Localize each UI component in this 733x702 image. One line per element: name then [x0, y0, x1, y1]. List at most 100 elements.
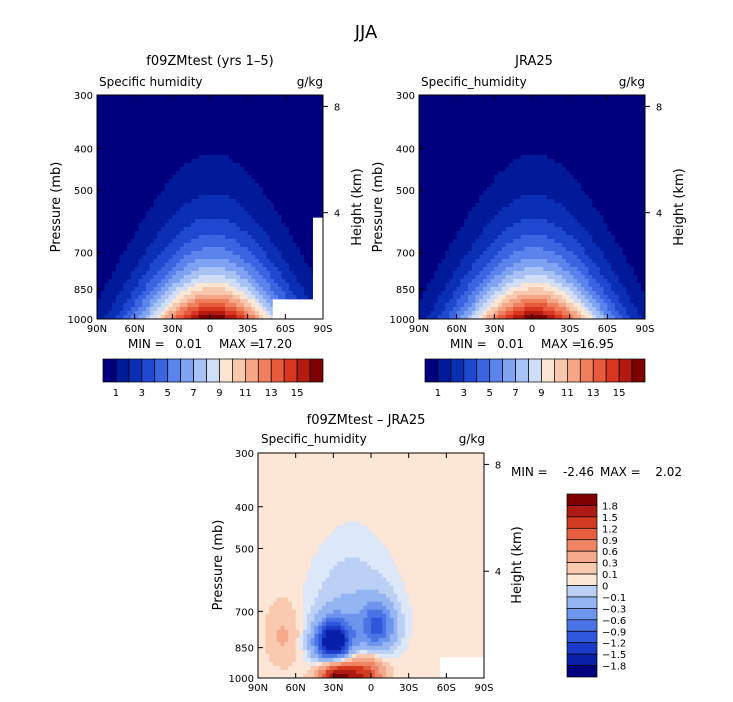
field-cell [206, 223, 211, 228]
field-cell [289, 143, 294, 148]
field-cell [274, 227, 279, 232]
field-cell [164, 167, 170, 172]
field-cell [266, 231, 271, 236]
field-cell [490, 99, 495, 104]
field-cell [130, 163, 136, 168]
field-cell [486, 287, 492, 292]
field-cell [142, 131, 147, 136]
field-cell [119, 295, 124, 300]
field-cell [198, 171, 204, 176]
field-cell [127, 135, 132, 140]
field-cell [483, 215, 488, 220]
field-cell [467, 171, 473, 176]
field-cell [157, 139, 162, 144]
field-cell [240, 255, 245, 260]
field-cell [437, 215, 443, 220]
field-cell [467, 299, 473, 304]
field-cell [262, 283, 268, 288]
field-cell [258, 127, 264, 132]
field-cell [240, 279, 245, 284]
field-cell [513, 311, 518, 316]
field-cell [490, 279, 495, 284]
field-cell [168, 171, 173, 176]
field-cell [228, 255, 234, 260]
field-cell [127, 259, 132, 264]
field-cell [164, 199, 170, 204]
field-cell [281, 127, 286, 132]
field-cell [240, 239, 245, 244]
field-cell [168, 211, 173, 216]
field-cell [449, 99, 454, 104]
field-cell [494, 247, 499, 252]
field-cell [187, 255, 192, 260]
field-cell [258, 231, 264, 236]
field-cell [112, 263, 117, 268]
field-cell [187, 283, 192, 288]
field-cell [490, 223, 495, 228]
field-cell [479, 179, 484, 184]
field-cell [240, 187, 245, 192]
field-cell [149, 147, 155, 152]
field-cell [130, 215, 136, 220]
field-cell [251, 271, 256, 276]
field-cell [426, 179, 431, 184]
field-cell [262, 231, 268, 236]
field-cell [501, 299, 507, 304]
field-cell [258, 291, 264, 296]
field-cell [434, 159, 439, 164]
field-cell [422, 159, 428, 164]
field-cell [251, 115, 256, 120]
field-cell [202, 311, 207, 316]
field-cell [153, 299, 158, 304]
field-cell [300, 183, 305, 188]
field-cell [210, 263, 215, 268]
field-cell [145, 155, 151, 160]
field-cell [434, 135, 439, 140]
field-cell [123, 131, 128, 136]
field-cell [251, 223, 256, 228]
field-cell [434, 231, 439, 236]
field-cell [266, 119, 271, 124]
field-cell [255, 227, 260, 232]
field-cell [232, 167, 237, 172]
field-cell [130, 271, 136, 276]
field-cell [115, 187, 121, 192]
field-cell [266, 207, 271, 212]
field-cell [255, 127, 260, 132]
field-cell [232, 311, 237, 316]
field-cell [157, 147, 162, 152]
field-cell [161, 255, 166, 260]
field-cell [289, 243, 294, 248]
field-cell [289, 271, 294, 276]
field-cell [422, 103, 428, 108]
field-cell [441, 219, 446, 224]
field-cell [426, 155, 431, 160]
field-cell [430, 139, 435, 144]
field-cell [509, 227, 514, 232]
field-cell [304, 111, 309, 116]
field-cell [115, 247, 121, 252]
field-cell [266, 203, 271, 208]
field-cell [161, 111, 166, 116]
field-cell [509, 99, 514, 104]
field-cell [112, 243, 117, 248]
field-cell [471, 151, 477, 156]
field-cell [456, 239, 462, 244]
field-cell [434, 215, 439, 220]
field-cell [213, 147, 219, 152]
field-cell [475, 103, 480, 108]
field-cell [430, 203, 435, 208]
field-cell [168, 215, 173, 220]
field-cell [307, 139, 313, 144]
field-cell [127, 99, 132, 104]
field-cell [430, 95, 435, 100]
field-cell [115, 171, 121, 176]
field-cell [479, 127, 484, 132]
field-cell [161, 287, 166, 292]
field-cell [228, 123, 234, 128]
field-cell [240, 175, 245, 180]
field-cell [142, 155, 147, 160]
field-cell [281, 159, 286, 164]
field-cell [452, 263, 458, 268]
